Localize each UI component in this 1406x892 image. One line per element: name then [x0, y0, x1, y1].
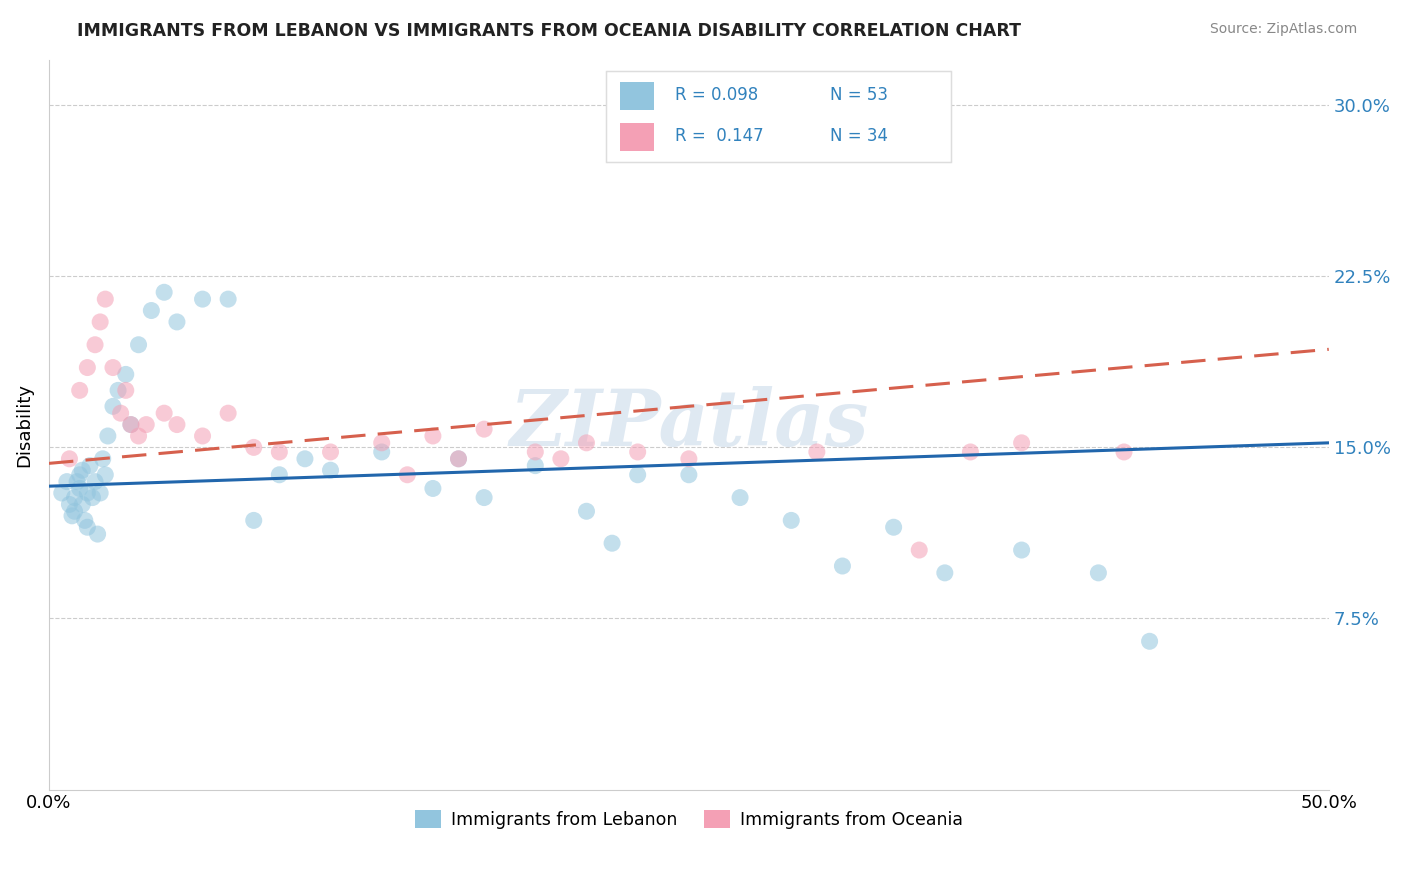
- Point: [107, 384, 129, 398]
- Point: [422, 429, 444, 443]
- Point: [242, 513, 264, 527]
- Point: [217, 292, 239, 306]
- Point: [84, 475, 107, 489]
- Point: [66, 475, 89, 489]
- Point: [70, 463, 93, 477]
- Point: [627, 445, 650, 459]
- Point: [82, 491, 104, 505]
- Point: [269, 467, 291, 482]
- Point: [166, 417, 188, 432]
- Point: [1112, 445, 1135, 459]
- Point: [728, 491, 751, 505]
- Point: [69, 467, 91, 482]
- Point: [883, 520, 905, 534]
- Point: [76, 520, 98, 534]
- Point: [70, 497, 93, 511]
- Point: [141, 303, 163, 318]
- Point: [120, 417, 142, 432]
- Point: [831, 559, 853, 574]
- Point: [242, 441, 264, 455]
- Point: [97, 429, 120, 443]
- Point: [472, 422, 495, 436]
- Point: [1139, 634, 1161, 648]
- Point: [89, 486, 111, 500]
- Point: [120, 417, 142, 432]
- Point: [396, 467, 419, 482]
- Text: ZIPatlas: ZIPatlas: [509, 386, 869, 463]
- Point: [319, 445, 342, 459]
- Point: [806, 445, 828, 459]
- Point: [319, 463, 342, 477]
- Point: [94, 467, 117, 482]
- Point: [166, 315, 188, 329]
- Point: [294, 451, 316, 466]
- Point: [447, 451, 470, 466]
- Point: [908, 543, 931, 558]
- Point: [191, 429, 214, 443]
- Point: [79, 458, 101, 473]
- Point: [101, 400, 124, 414]
- Point: [76, 486, 98, 500]
- Point: [69, 482, 91, 496]
- Point: [191, 292, 214, 306]
- Point: [934, 566, 956, 580]
- Text: Source: ZipAtlas.com: Source: ZipAtlas.com: [1209, 22, 1357, 37]
- Point: [447, 451, 470, 466]
- Point: [69, 384, 91, 398]
- Point: [128, 429, 150, 443]
- Point: [114, 384, 136, 398]
- Point: [73, 513, 96, 527]
- Y-axis label: Disability: Disability: [15, 383, 32, 467]
- Point: [575, 504, 598, 518]
- Point: [76, 360, 98, 375]
- Point: [89, 315, 111, 329]
- Point: [1011, 435, 1033, 450]
- Point: [128, 337, 150, 351]
- Point: [1087, 566, 1109, 580]
- Point: [56, 475, 79, 489]
- Point: [153, 285, 176, 300]
- Point: [91, 451, 114, 466]
- Point: [575, 435, 598, 450]
- Point: [110, 406, 132, 420]
- Point: [959, 445, 981, 459]
- Point: [153, 406, 176, 420]
- Point: [524, 445, 547, 459]
- Point: [94, 292, 117, 306]
- Point: [600, 536, 623, 550]
- Point: [58, 497, 80, 511]
- Point: [63, 491, 86, 505]
- Point: [63, 504, 86, 518]
- Point: [114, 368, 136, 382]
- Point: [472, 491, 495, 505]
- Legend: Immigrants from Lebanon, Immigrants from Oceania: Immigrants from Lebanon, Immigrants from…: [408, 803, 970, 836]
- Point: [51, 486, 73, 500]
- Point: [84, 337, 107, 351]
- Point: [780, 513, 803, 527]
- Point: [1011, 543, 1033, 558]
- Point: [60, 508, 83, 523]
- Text: IMMIGRANTS FROM LEBANON VS IMMIGRANTS FROM OCEANIA DISABILITY CORRELATION CHART: IMMIGRANTS FROM LEBANON VS IMMIGRANTS FR…: [77, 22, 1021, 40]
- Point: [678, 451, 700, 466]
- Point: [217, 406, 239, 420]
- Point: [101, 360, 124, 375]
- Point: [524, 458, 547, 473]
- Point: [58, 451, 80, 466]
- Point: [370, 435, 392, 450]
- Point: [422, 482, 444, 496]
- Point: [86, 527, 108, 541]
- Point: [627, 467, 650, 482]
- Point: [678, 467, 700, 482]
- Point: [269, 445, 291, 459]
- Point: [135, 417, 157, 432]
- Point: [370, 445, 392, 459]
- Point: [550, 451, 572, 466]
